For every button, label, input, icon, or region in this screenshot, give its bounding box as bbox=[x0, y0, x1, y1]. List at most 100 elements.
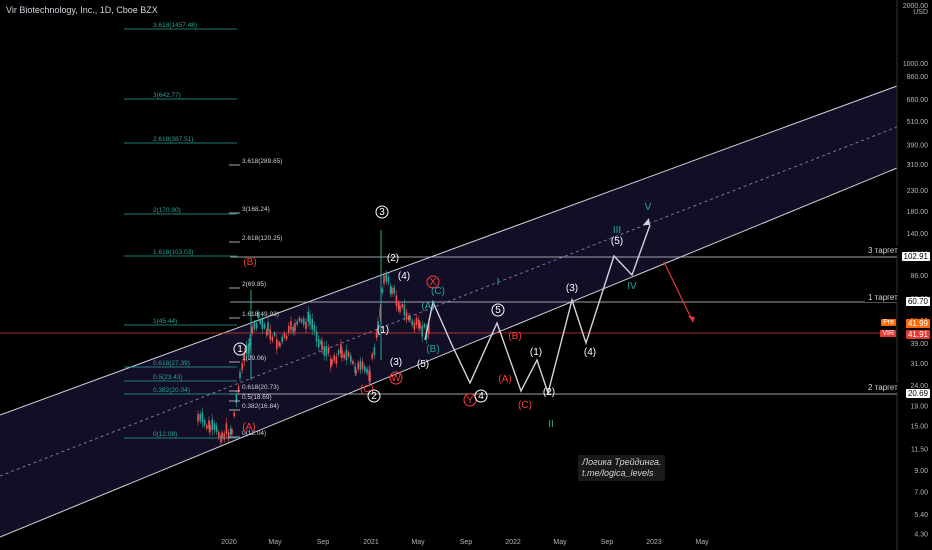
wave-label-ring bbox=[474, 389, 488, 403]
brand-line-2: t.me/logica_levels bbox=[582, 468, 654, 478]
pre-market-badge: Pre bbox=[881, 319, 896, 326]
x-tick-label: Sep bbox=[601, 539, 614, 546]
candle bbox=[208, 420, 210, 429]
wave-label: (A) bbox=[421, 301, 434, 312]
candle bbox=[213, 423, 216, 431]
candle bbox=[418, 319, 420, 328]
fib-right-label: 0.618(20.73) bbox=[242, 384, 279, 391]
wave-label-ring bbox=[233, 342, 247, 356]
candle bbox=[211, 419, 213, 431]
candle bbox=[357, 362, 359, 369]
fib-left-label: 1.618(103.03) bbox=[153, 249, 193, 256]
x-tick-label: May bbox=[268, 539, 282, 546]
wave-label: (5) bbox=[417, 359, 429, 370]
candle bbox=[385, 273, 387, 282]
x-tick-label: 2021 bbox=[363, 539, 379, 546]
target-3-price: 102.91 bbox=[901, 252, 930, 261]
candle bbox=[201, 412, 204, 423]
y-tick-label: 24.00 bbox=[910, 383, 928, 390]
x-tick-label: 2020 bbox=[221, 539, 237, 546]
fib-right-label: 3(168.24) bbox=[242, 206, 270, 213]
candle bbox=[383, 275, 385, 284]
price-channel bbox=[0, 85, 898, 538]
x-tick-label: Sep bbox=[317, 539, 330, 546]
ticker-badge: VIR bbox=[880, 330, 896, 337]
candle bbox=[266, 330, 268, 336]
candle bbox=[292, 326, 294, 333]
candle bbox=[221, 432, 223, 439]
candle bbox=[273, 332, 276, 336]
candle bbox=[361, 361, 364, 369]
wave-label: (B) bbox=[243, 257, 256, 268]
wave-label: (B) bbox=[508, 331, 521, 342]
pre-market-price: 41.99 bbox=[905, 319, 930, 328]
wave-label: (3) bbox=[566, 283, 578, 294]
candle bbox=[327, 347, 330, 354]
wave-label-ring bbox=[367, 389, 381, 403]
x-tick-label: 2023 bbox=[646, 539, 662, 546]
candle bbox=[230, 428, 232, 435]
candle bbox=[350, 355, 352, 362]
candle bbox=[409, 315, 411, 321]
fib-left-label: 3(642.77) bbox=[153, 92, 181, 99]
y-tick-label: 9.00 bbox=[914, 468, 928, 475]
candle bbox=[237, 386, 240, 392]
candle bbox=[257, 312, 259, 319]
candle bbox=[318, 339, 320, 348]
candle bbox=[209, 425, 211, 433]
projection-arrowhead bbox=[643, 218, 650, 225]
candle bbox=[281, 336, 283, 343]
candle bbox=[408, 315, 410, 320]
channel-mid bbox=[0, 126, 898, 477]
candle bbox=[283, 333, 286, 338]
wave-projection bbox=[424, 218, 695, 396]
candle bbox=[315, 331, 318, 342]
candle bbox=[199, 414, 201, 421]
candle bbox=[239, 371, 241, 379]
candle bbox=[331, 359, 333, 364]
candle bbox=[415, 318, 418, 326]
candle bbox=[296, 321, 298, 325]
candle bbox=[369, 371, 371, 382]
candle bbox=[285, 335, 288, 340]
fib-left-label: 2(170.90) bbox=[153, 207, 181, 214]
y-tick-label: 180.00 bbox=[907, 209, 929, 216]
fib-levels: 3.618(1457.48) 3(642.77) 2.618(387.51) 2(17… bbox=[124, 22, 282, 439]
candle bbox=[203, 419, 206, 426]
target-1-price: 60.70 bbox=[905, 297, 930, 306]
candle bbox=[197, 414, 199, 422]
candle bbox=[290, 320, 292, 330]
candles bbox=[197, 230, 430, 446]
wave-label: W bbox=[391, 373, 401, 384]
y-tick-label: 5.40 bbox=[914, 512, 928, 519]
candle bbox=[397, 302, 400, 310]
y-tick-label: 7.00 bbox=[914, 490, 928, 497]
wave-label: (2) bbox=[543, 387, 555, 398]
candle bbox=[377, 321, 379, 332]
fib-left-label: 3.618(1457.48) bbox=[153, 22, 197, 29]
candle bbox=[288, 325, 290, 333]
candle bbox=[233, 412, 235, 417]
candle bbox=[245, 345, 248, 355]
candle bbox=[364, 366, 366, 372]
target-2-price: 20.69 bbox=[905, 389, 930, 398]
y-tick-label: 310.00 bbox=[907, 162, 929, 169]
target-2-label: 2 таргет bbox=[865, 383, 901, 392]
x-tick-label: 2022 bbox=[505, 539, 521, 546]
target-1-label: 1 таргет bbox=[865, 293, 901, 302]
candle bbox=[261, 318, 264, 329]
brand-watermark: Логика Трейдинга. t.me/logica_levels bbox=[578, 455, 666, 481]
candle bbox=[223, 433, 225, 440]
fib-left-label: 1(45.44) bbox=[153, 318, 177, 325]
candle bbox=[330, 358, 332, 368]
projection-path bbox=[424, 224, 651, 396]
y-tick-label: 140.00 bbox=[907, 231, 929, 238]
y-tick-label: 230.00 bbox=[907, 188, 929, 195]
wave-label: I bbox=[497, 277, 500, 288]
candle bbox=[313, 324, 316, 332]
candle bbox=[231, 429, 233, 434]
wave-label: 5 bbox=[495, 305, 501, 316]
wave-label: (B) bbox=[426, 344, 439, 355]
x-tick-label: May bbox=[695, 539, 709, 546]
